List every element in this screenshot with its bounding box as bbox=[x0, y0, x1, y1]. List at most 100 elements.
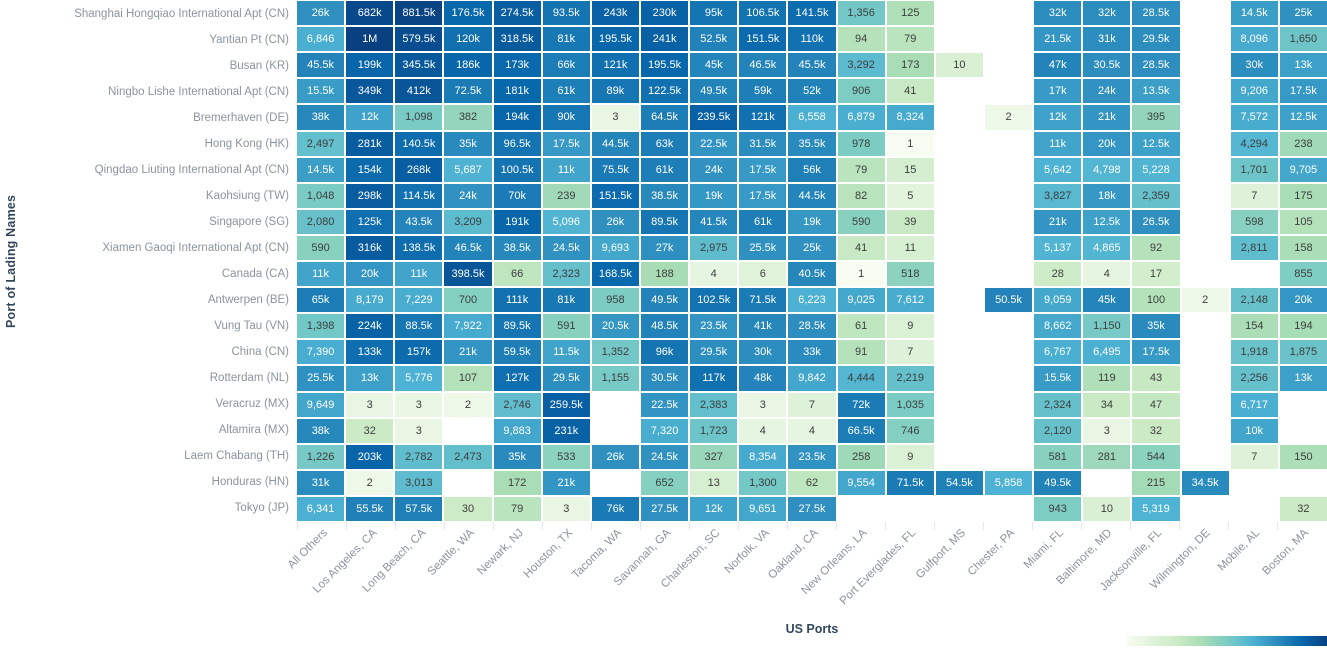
heatmap-cell[interactable]: 13k bbox=[1279, 366, 1327, 391]
heatmap-cell[interactable]: 30 bbox=[444, 496, 492, 521]
heatmap-cell[interactable]: 168.5k bbox=[591, 262, 639, 287]
heatmap-cell[interactable]: 43.5k bbox=[395, 209, 443, 234]
heatmap-cell[interactable]: 6,341 bbox=[297, 496, 345, 521]
heatmap-cell[interactable]: 32k bbox=[1034, 1, 1082, 26]
heatmap-cell[interactable]: 120k bbox=[444, 27, 492, 52]
heatmap-cell[interactable]: 1,918 bbox=[1230, 340, 1278, 365]
heatmap-cell[interactable]: 88.5k bbox=[395, 314, 443, 339]
heatmap-cell[interactable]: 38.5k bbox=[493, 235, 541, 260]
heatmap-cell[interactable]: 150 bbox=[1279, 444, 1327, 469]
heatmap-cell[interactable]: 12k bbox=[346, 105, 394, 130]
heatmap-cell[interactable]: 32 bbox=[346, 418, 394, 443]
heatmap-cell[interactable]: 5,319 bbox=[1132, 496, 1180, 521]
heatmap-cell[interactable]: 243k bbox=[591, 1, 639, 26]
heatmap-cell[interactable]: 20k bbox=[1083, 131, 1131, 156]
heatmap-cell[interactable]: 24.5k bbox=[640, 444, 689, 469]
heatmap-cell[interactable]: 1,035 bbox=[886, 392, 934, 417]
heatmap-cell[interactable]: 71.5k bbox=[739, 288, 787, 313]
heatmap-cell[interactable]: 34 bbox=[1083, 392, 1131, 417]
heatmap-cell[interactable]: 7,320 bbox=[640, 418, 689, 443]
heatmap-cell[interactable]: 181k bbox=[493, 79, 541, 104]
heatmap-cell[interactable]: 17.5k bbox=[1132, 340, 1180, 365]
heatmap-cell[interactable]: 17 bbox=[1132, 262, 1180, 287]
heatmap-cell[interactable]: 41.5k bbox=[690, 209, 738, 234]
heatmap-cell[interactable]: 3 bbox=[739, 392, 787, 417]
heatmap-cell[interactable]: 106.5k bbox=[739, 1, 787, 26]
heatmap-cell[interactable]: 6 bbox=[739, 262, 787, 287]
heatmap-cell[interactable]: 70k bbox=[493, 183, 541, 208]
heatmap-cell[interactable]: 958 bbox=[591, 288, 639, 313]
heatmap-cell[interactable]: 203k bbox=[346, 444, 394, 469]
heatmap-cell[interactable]: 22.5k bbox=[640, 392, 689, 417]
heatmap-cell[interactable]: 19k bbox=[788, 209, 836, 234]
heatmap-cell[interactable]: 81k bbox=[542, 27, 590, 52]
heatmap-cell[interactable]: 56k bbox=[788, 157, 836, 182]
heatmap-cell[interactable]: 154 bbox=[1230, 314, 1278, 339]
heatmap-cell[interactable]: 1,650 bbox=[1279, 27, 1327, 52]
heatmap-cell[interactable]: 21k bbox=[1034, 209, 1082, 234]
heatmap-cell[interactable]: 30.5k bbox=[640, 366, 689, 391]
heatmap-cell[interactable]: 13.5k bbox=[1132, 79, 1180, 104]
heatmap-cell[interactable]: 32 bbox=[1132, 418, 1180, 443]
heatmap-cell[interactable]: 59.5k bbox=[493, 340, 541, 365]
heatmap-cell[interactable]: 1,352 bbox=[591, 340, 639, 365]
heatmap-cell[interactable]: 4 bbox=[739, 418, 787, 443]
heatmap-cell[interactable]: 35k bbox=[493, 444, 541, 469]
heatmap-cell[interactable]: 25.5k bbox=[297, 366, 345, 391]
heatmap-cell[interactable]: 978 bbox=[837, 131, 885, 156]
heatmap-cell[interactable]: 7 bbox=[788, 392, 836, 417]
heatmap-cell[interactable]: 9,705 bbox=[1279, 157, 1327, 182]
heatmap-cell[interactable]: 66.5k bbox=[837, 418, 885, 443]
heatmap-cell[interactable]: 41 bbox=[886, 79, 934, 104]
heatmap-cell[interactable]: 173 bbox=[886, 53, 934, 78]
heatmap-cell[interactable]: 2,782 bbox=[395, 444, 443, 469]
heatmap-cell[interactable]: 61k bbox=[739, 209, 787, 234]
heatmap-cell[interactable]: 2,975 bbox=[690, 235, 738, 260]
heatmap-cell[interactable]: 412k bbox=[395, 79, 443, 104]
heatmap-cell[interactable]: 8,662 bbox=[1034, 314, 1082, 339]
heatmap-cell[interactable]: 119 bbox=[1083, 366, 1131, 391]
heatmap-cell[interactable]: 9,651 bbox=[739, 496, 787, 521]
heatmap-cell[interactable]: 72.5k bbox=[444, 79, 492, 104]
heatmap-cell[interactable]: 92 bbox=[1132, 235, 1180, 260]
heatmap-cell[interactable]: 93.5k bbox=[542, 1, 590, 26]
heatmap-cell[interactable]: 652 bbox=[640, 470, 689, 495]
heatmap-cell[interactable]: 10k bbox=[1230, 418, 1278, 443]
heatmap-cell[interactable]: 100 bbox=[1132, 288, 1180, 313]
heatmap-cell[interactable]: 110k bbox=[788, 27, 836, 52]
heatmap-cell[interactable]: 9,649 bbox=[297, 392, 345, 417]
heatmap-cell[interactable]: 2,148 bbox=[1230, 288, 1278, 313]
heatmap-cell[interactable]: 5,096 bbox=[542, 209, 590, 234]
heatmap-cell[interactable]: 7,922 bbox=[444, 314, 492, 339]
heatmap-cell[interactable]: 186k bbox=[444, 53, 492, 78]
heatmap-cell[interactable]: 17.5k bbox=[739, 183, 787, 208]
heatmap-cell[interactable]: 81k bbox=[542, 288, 590, 313]
heatmap-cell[interactable]: 11k bbox=[395, 262, 443, 287]
heatmap-cell[interactable]: 26k bbox=[591, 209, 639, 234]
heatmap-cell[interactable]: 17.5k bbox=[542, 131, 590, 156]
heatmap-cell[interactable]: 258 bbox=[837, 444, 885, 469]
heatmap-cell[interactable]: 4 bbox=[690, 262, 738, 287]
heatmap-cell[interactable]: 395 bbox=[1132, 105, 1180, 130]
heatmap-cell[interactable]: 64.5k bbox=[640, 105, 689, 130]
heatmap-cell[interactable]: 9,554 bbox=[837, 470, 885, 495]
heatmap-cell[interactable]: 239.5k bbox=[690, 105, 738, 130]
heatmap-cell[interactable]: 2,323 bbox=[542, 262, 590, 287]
heatmap-cell[interactable]: 215 bbox=[1132, 470, 1180, 495]
heatmap-cell[interactable]: 23.5k bbox=[690, 314, 738, 339]
heatmap-cell[interactable]: 8,179 bbox=[346, 288, 394, 313]
heatmap-cell[interactable]: 175 bbox=[1279, 183, 1327, 208]
heatmap-cell[interactable]: 75.5k bbox=[591, 157, 639, 182]
heatmap-cell[interactable]: 7,612 bbox=[886, 288, 934, 313]
heatmap-cell[interactable]: 96k bbox=[640, 340, 689, 365]
heatmap-cell[interactable]: 31.5k bbox=[739, 131, 787, 156]
heatmap-cell[interactable]: 40.5k bbox=[788, 262, 836, 287]
heatmap-cell[interactable]: 54.5k bbox=[935, 470, 983, 495]
heatmap-cell[interactable]: 127k bbox=[493, 366, 541, 391]
heatmap-cell[interactable]: 34.5k bbox=[1181, 470, 1229, 495]
heatmap-cell[interactable]: 158 bbox=[1279, 235, 1327, 260]
heatmap-cell[interactable]: 13 bbox=[690, 470, 738, 495]
heatmap-cell[interactable]: 44.5k bbox=[788, 183, 836, 208]
heatmap-cell[interactable]: 7,390 bbox=[297, 340, 345, 365]
heatmap-cell[interactable]: 41k bbox=[739, 314, 787, 339]
